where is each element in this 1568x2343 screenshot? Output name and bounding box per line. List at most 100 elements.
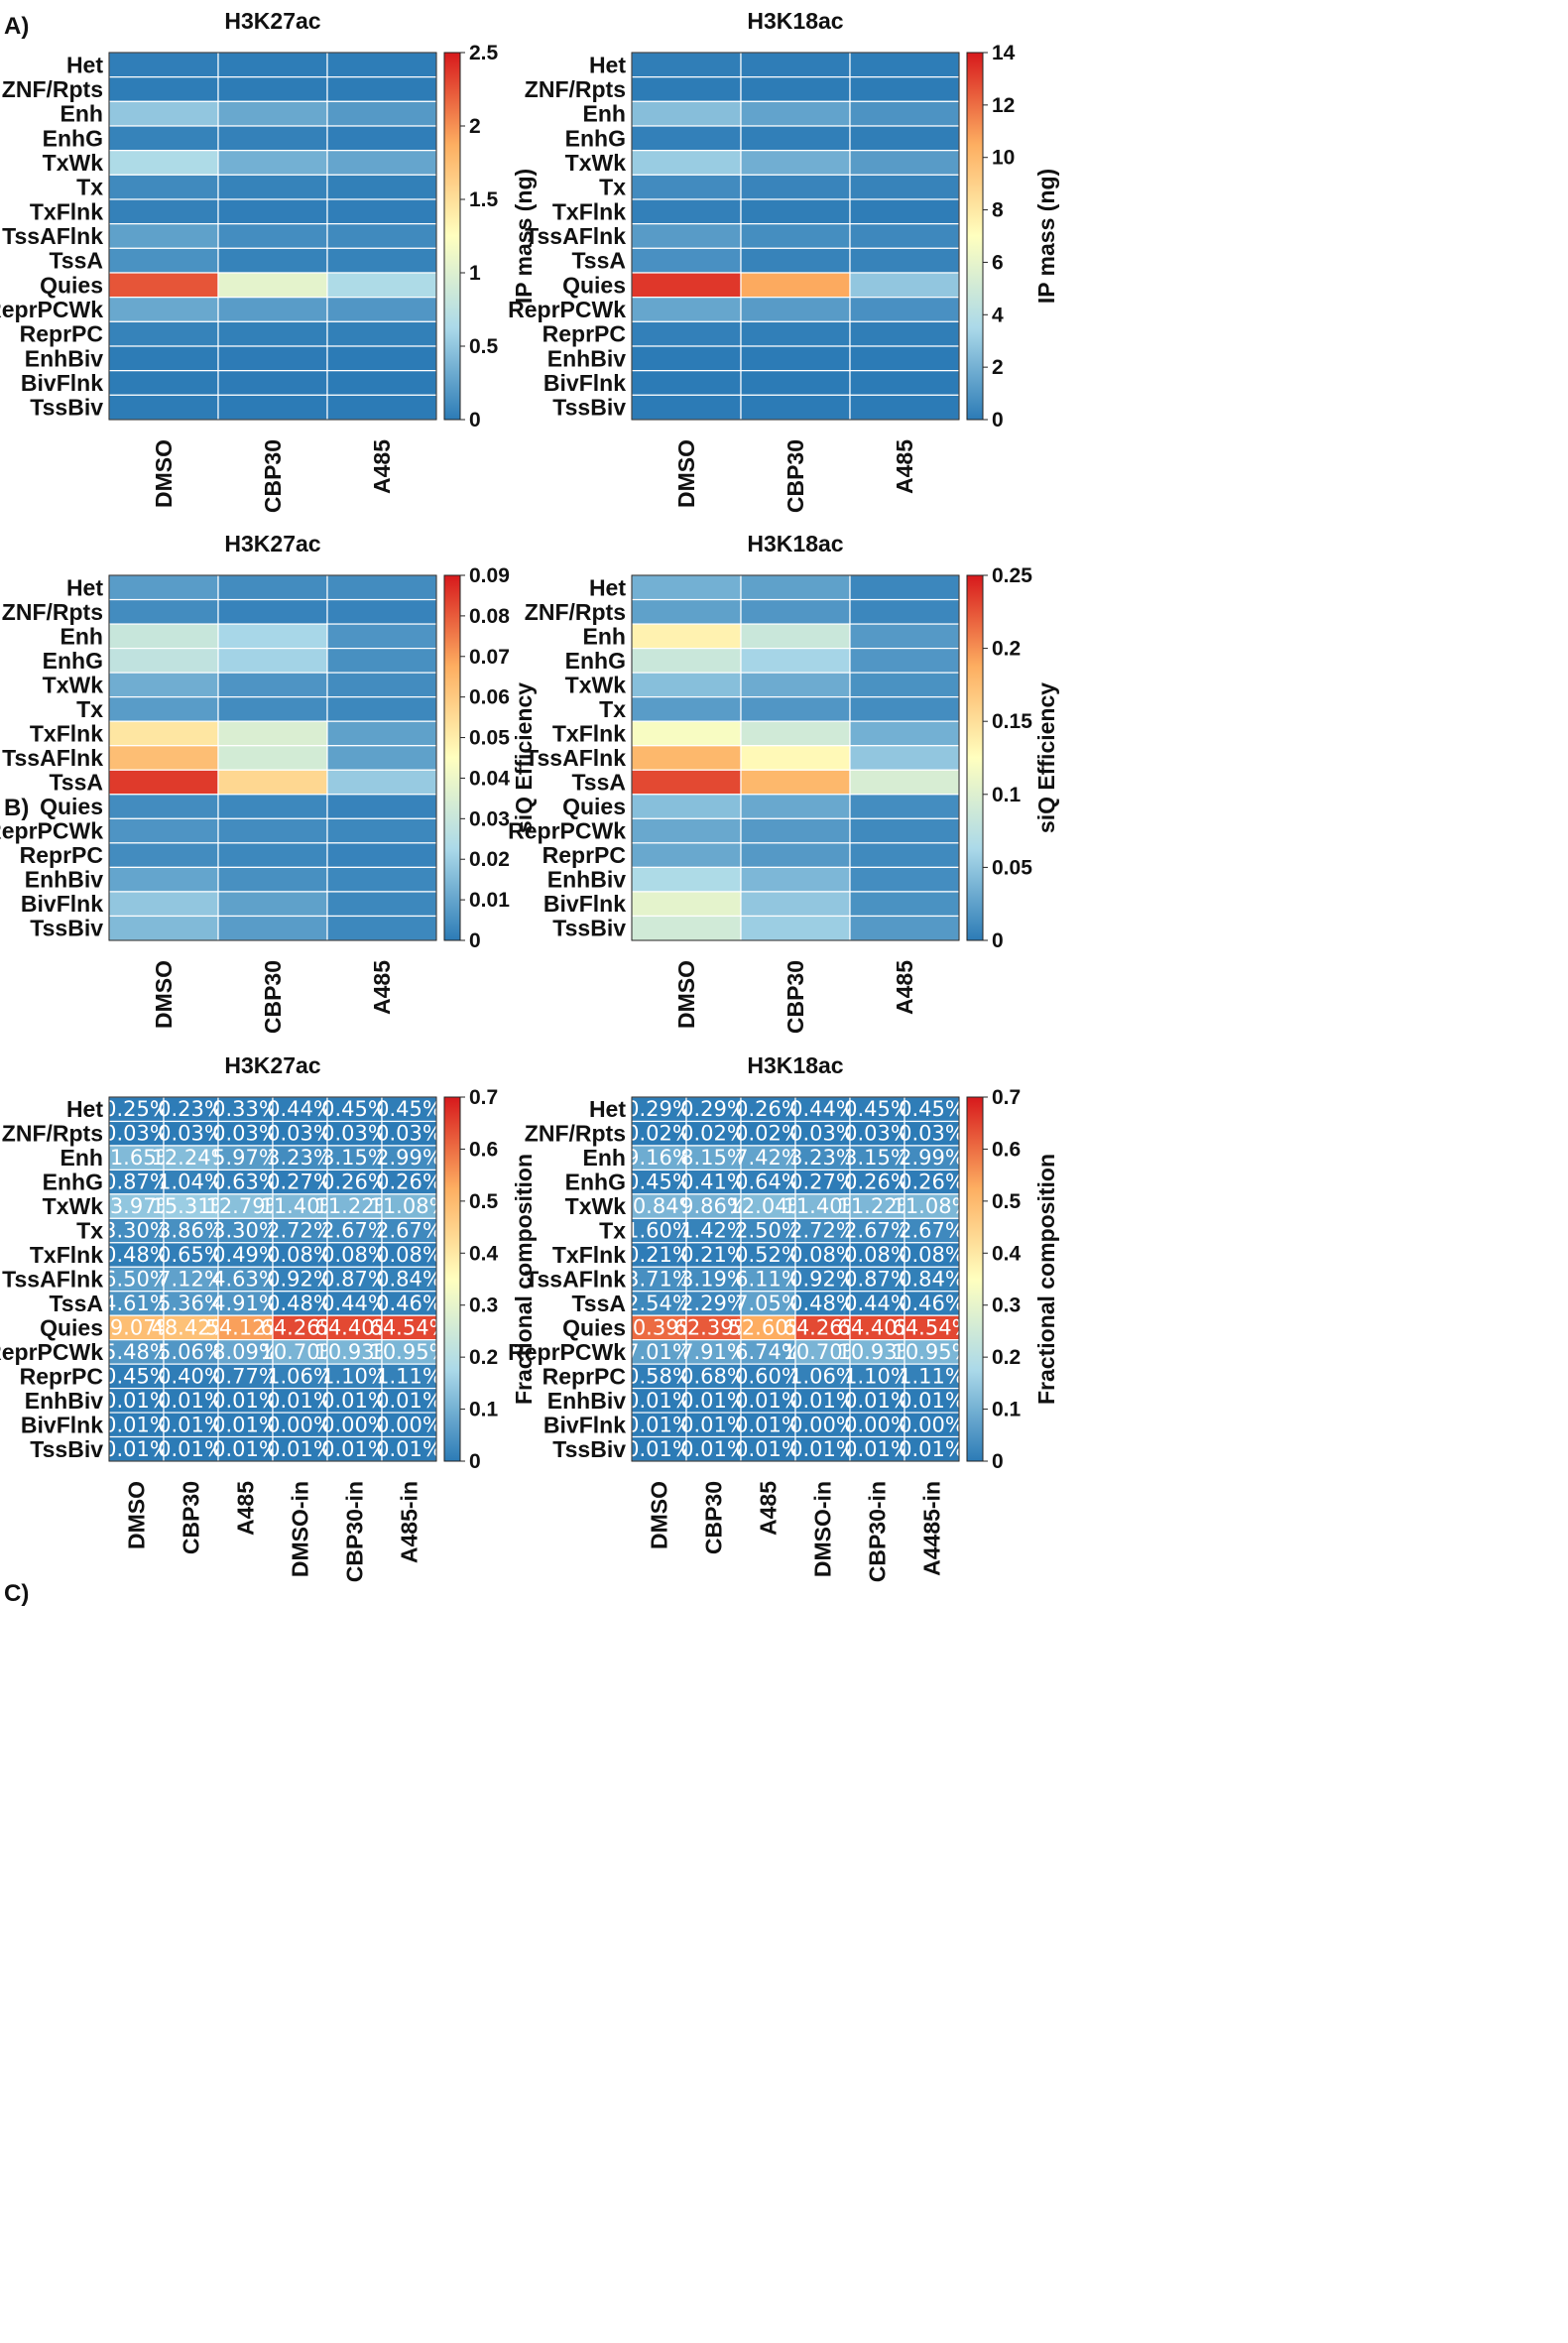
heatmap-cell	[326, 1291, 383, 1316]
cell-value-label: 0.08%	[267, 1243, 333, 1267]
cell-value-label: 0.45%	[376, 1097, 442, 1121]
cell-value-label: 10.93%	[314, 1340, 394, 1364]
cell-value-label: 0.45%	[103, 1364, 170, 1388]
cell-value-label: 0.01%	[158, 1413, 224, 1436]
cell-value-label: 1.11%	[899, 1364, 965, 1388]
cell-value-label: 0.26%	[735, 1097, 801, 1121]
heatmap-cell	[217, 647, 328, 674]
colorbar-tick-label: 0.5	[469, 335, 499, 358]
cell-value-label: 0.03%	[844, 1122, 910, 1146]
colorbar-tick-label: 0.07	[469, 646, 510, 669]
heatmap-cell	[326, 745, 437, 771]
cell-value-label: 4.91%	[212, 1292, 279, 1315]
cell-value-label: 0.84%	[376, 1268, 442, 1292]
heatmap-cell	[326, 370, 437, 396]
heatmap-cell	[108, 100, 219, 127]
heatmap-cell	[217, 745, 328, 771]
heatmap-cell	[326, 272, 437, 299]
heatmap-cell	[631, 297, 742, 322]
cell-value-label: 0.45%	[321, 1097, 388, 1121]
colorbar-tick-label: 0.05	[469, 727, 510, 750]
heatmap-cell	[326, 574, 437, 601]
heatmap-cell	[381, 1387, 437, 1414]
colorbar-tick-label: 1.5	[469, 188, 499, 211]
heatmap-cell	[326, 100, 437, 127]
cell-value-label: 0.08%	[376, 1243, 442, 1267]
row-label: TssA	[571, 770, 626, 796]
heatmap-cell	[740, 891, 851, 918]
row-label: TxFlnk	[552, 1242, 626, 1268]
cell-value-label: 0.26%	[376, 1171, 442, 1194]
heatmap-cell	[904, 1120, 960, 1147]
heatmap-cell	[849, 297, 960, 322]
column-label: CBP30	[260, 960, 286, 1034]
cell-value-label: 0.84%	[899, 1268, 965, 1292]
cell-value-label: 0.01%	[103, 1437, 170, 1461]
heatmap-cell	[740, 1217, 796, 1244]
heatmap-cell	[381, 1169, 437, 1195]
heatmap-cell	[849, 1120, 905, 1147]
cell-value-label: 0.46%	[376, 1292, 442, 1315]
row-label: TssBiv	[30, 1436, 103, 1462]
cell-value-label: 0.02%	[626, 1122, 692, 1146]
cell-value-label: 0.63%	[212, 1171, 279, 1194]
cell-value-label: 10.95%	[369, 1340, 448, 1364]
cell-value-label: 11.65%	[96, 1146, 176, 1170]
cell-value-label: 0.01%	[376, 1389, 442, 1413]
heatmap-cell	[381, 1291, 437, 1316]
heatmap-cell	[740, 1435, 796, 1462]
heatmap-cell	[849, 345, 960, 372]
heatmap-cell	[631, 720, 742, 747]
heatmap-cell	[326, 696, 437, 722]
row-label: EnhG	[565, 125, 626, 151]
heatmap-cell	[381, 1193, 437, 1219]
row-label: Tx	[76, 1218, 103, 1244]
cell-value-label: 0.03%	[267, 1122, 333, 1146]
cell-value-label: 6.50%	[103, 1268, 170, 1292]
heatmap-cell	[217, 672, 328, 698]
cell-value-label: 0.65%	[158, 1243, 224, 1267]
heatmap-cell	[108, 672, 219, 698]
cell-value-label: 0.52%	[735, 1243, 801, 1267]
cell-value-label: 0.03%	[158, 1122, 224, 1146]
heatmap-cell	[217, 794, 328, 819]
heatmap-cell	[108, 574, 219, 601]
heatmap-cell	[631, 174, 742, 200]
cell-value-label: 7.01%	[626, 1340, 692, 1364]
heatmap-cell	[685, 1145, 742, 1172]
heatmap-cell	[272, 1339, 328, 1365]
cell-value-label: 2.99%	[899, 1146, 965, 1170]
heatmap-cell	[740, 394, 851, 421]
heatmap-cell	[326, 672, 437, 698]
heatmap-cell	[217, 297, 328, 322]
heatmap-cell	[849, 598, 960, 625]
heatmap-cell	[740, 223, 851, 249]
row-label: BivFlnk	[21, 1412, 103, 1437]
column-label: A485	[756, 1481, 782, 1536]
row-label: Quies	[40, 272, 103, 298]
cell-value-label: 0.87%	[103, 1171, 170, 1194]
row-label: EnhG	[43, 1170, 103, 1195]
cell-value-label: 64.54%	[892, 1315, 971, 1339]
cell-value-label: 60.39%	[619, 1315, 698, 1339]
cell-value-label: 1.06%	[789, 1364, 856, 1388]
heatmap-cell	[631, 1145, 687, 1172]
heatmap-cell	[108, 696, 219, 722]
row-label: TssAFlnk	[2, 223, 103, 249]
cell-value-label: 0.01%	[103, 1389, 170, 1413]
cell-value-label: 0.26%	[844, 1171, 910, 1194]
heatmap-cell	[631, 223, 742, 249]
row-label: TxWk	[43, 672, 104, 697]
row-label: Quies	[40, 1314, 103, 1340]
cell-value-label: 2.67%	[899, 1219, 965, 1243]
heatmap-cell	[381, 1363, 437, 1390]
heatmap-cell	[272, 1193, 328, 1219]
heatmap-cell	[217, 817, 328, 844]
heatmap-cell	[217, 345, 328, 372]
cell-value-label: 0.44%	[789, 1097, 856, 1121]
row-label: Enh	[583, 101, 626, 127]
heatmap-cell	[849, 769, 960, 796]
heatmap-cell	[217, 76, 328, 102]
row-label: EnhBiv	[547, 345, 626, 371]
